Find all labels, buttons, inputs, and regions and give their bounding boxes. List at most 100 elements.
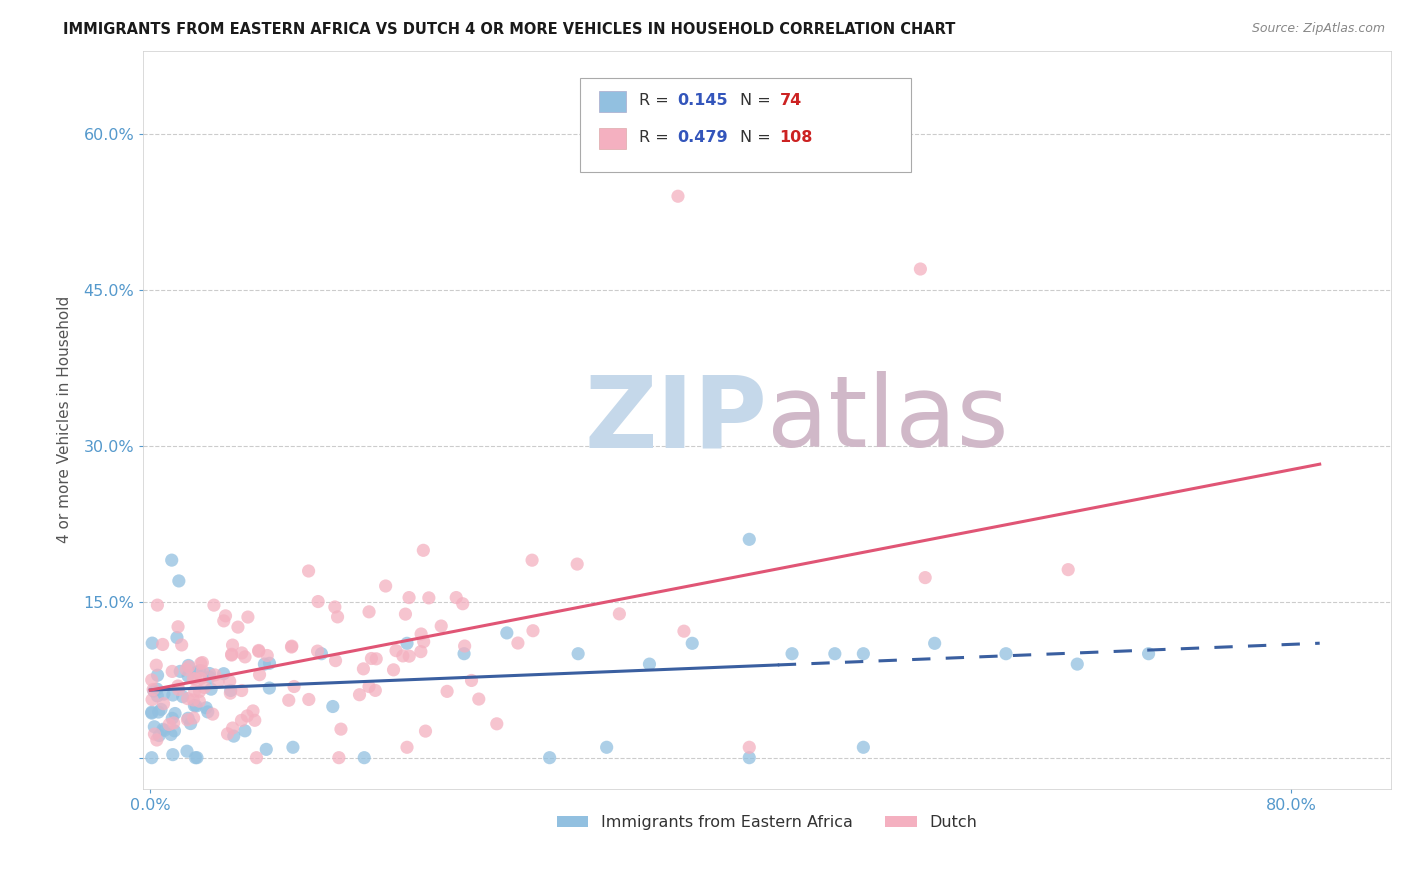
FancyBboxPatch shape <box>579 78 911 172</box>
Point <box>160 727 183 741</box>
Point <box>152 637 174 651</box>
Point <box>184 672 207 686</box>
Point <box>245 750 267 764</box>
Point <box>183 711 205 725</box>
Point <box>177 658 200 673</box>
Point <box>638 657 661 672</box>
Point <box>236 709 259 723</box>
Point <box>167 574 190 588</box>
Point <box>349 688 371 702</box>
Point <box>824 647 846 661</box>
Point <box>595 740 617 755</box>
Point <box>392 648 415 663</box>
Point <box>281 740 304 755</box>
Point <box>307 594 329 608</box>
Point <box>142 684 165 698</box>
Point <box>146 668 169 682</box>
Point <box>221 638 243 652</box>
Legend: Immigrants from Eastern Africa, Dutch: Immigrants from Eastern Africa, Dutch <box>550 808 984 837</box>
Point <box>153 723 176 738</box>
Point <box>143 720 166 734</box>
Point <box>672 624 695 639</box>
Point <box>190 657 212 671</box>
Point <box>188 694 211 708</box>
Point <box>460 673 482 688</box>
Point <box>297 564 319 578</box>
Point <box>141 636 163 650</box>
Point <box>852 647 875 661</box>
Point <box>259 657 281 671</box>
Point <box>231 683 253 698</box>
Point <box>353 750 375 764</box>
Point <box>219 683 242 698</box>
Point <box>453 639 475 653</box>
Point <box>231 714 253 728</box>
Point <box>328 750 350 764</box>
Text: N =: N = <box>740 129 776 145</box>
Point <box>160 553 183 567</box>
Point <box>364 683 387 698</box>
Point <box>177 659 200 673</box>
Point <box>172 690 194 704</box>
Point <box>738 740 761 755</box>
Point <box>395 636 418 650</box>
Point <box>418 591 440 605</box>
Point <box>924 636 946 650</box>
Point <box>141 705 163 719</box>
Point <box>852 740 875 755</box>
Point <box>236 610 259 624</box>
Point <box>146 682 169 697</box>
Point <box>207 674 229 689</box>
Point <box>176 744 198 758</box>
Point <box>243 714 266 728</box>
Point <box>186 699 208 714</box>
Point <box>242 704 264 718</box>
Point <box>152 723 174 737</box>
Point <box>326 610 349 624</box>
Point <box>226 620 249 634</box>
Point <box>183 684 205 698</box>
Point <box>495 626 517 640</box>
Point <box>323 599 346 614</box>
Point <box>281 639 304 653</box>
Point <box>738 533 761 547</box>
Point <box>451 597 474 611</box>
Text: 0.145: 0.145 <box>678 93 728 108</box>
FancyBboxPatch shape <box>599 91 626 112</box>
Point <box>298 692 321 706</box>
Point <box>453 647 475 661</box>
Point <box>153 687 176 701</box>
Point <box>444 591 467 605</box>
Point <box>307 644 329 658</box>
Point <box>191 656 214 670</box>
Point <box>249 667 271 681</box>
Point <box>322 699 344 714</box>
Point <box>176 691 198 706</box>
Point <box>141 706 163 720</box>
Point <box>221 647 243 661</box>
Point <box>415 724 437 739</box>
Point <box>204 668 226 682</box>
Point <box>914 571 936 585</box>
Point <box>738 750 761 764</box>
Point <box>197 705 219 719</box>
Point <box>200 682 222 697</box>
Text: atlas: atlas <box>768 371 1008 468</box>
Point <box>666 189 689 203</box>
Point <box>146 689 169 703</box>
Point <box>212 666 235 681</box>
Point <box>256 648 278 663</box>
Point <box>167 682 190 697</box>
Point <box>218 674 240 689</box>
Point <box>150 702 173 716</box>
Point <box>163 715 186 730</box>
Point <box>330 722 353 736</box>
Text: 74: 74 <box>779 93 801 108</box>
Point <box>166 631 188 645</box>
Point <box>382 663 405 677</box>
Point <box>247 643 270 657</box>
Point <box>141 750 163 764</box>
Point <box>254 742 277 756</box>
Point <box>360 651 382 665</box>
Point <box>142 682 165 697</box>
